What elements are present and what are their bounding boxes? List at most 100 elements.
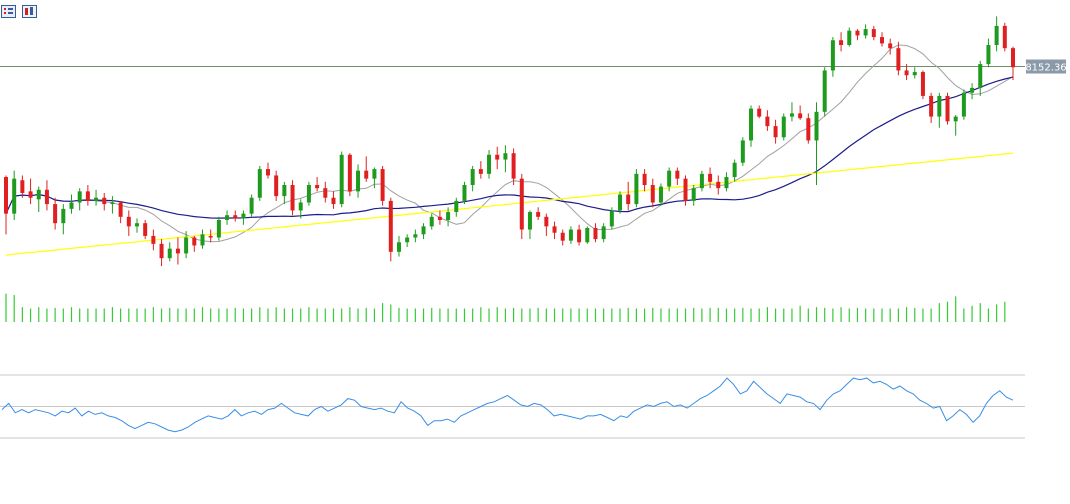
price-panel: 8152.36	[0, 16, 1067, 267]
candle	[134, 218, 139, 233]
candlestick-list-icon[interactable]	[1, 5, 16, 18]
candle-body	[487, 154, 492, 174]
candle	[863, 24, 868, 39]
candle	[699, 170, 704, 192]
candle-body	[536, 212, 541, 217]
candle-body	[544, 216, 549, 227]
candle-body	[601, 226, 606, 240]
candle-body	[323, 188, 328, 198]
candle	[241, 210, 246, 225]
candle-body	[560, 232, 565, 241]
candle	[429, 213, 434, 230]
candle	[446, 207, 451, 227]
candle-body	[650, 185, 655, 203]
candle-body	[298, 202, 303, 211]
candle-body	[888, 43, 893, 49]
candle-body	[830, 40, 835, 71]
candle	[216, 216, 221, 241]
candle-body	[388, 200, 393, 252]
candle-body	[929, 95, 934, 117]
candle	[839, 32, 844, 52]
candle	[257, 165, 262, 201]
candle-body	[306, 185, 311, 203]
candle-body	[855, 30, 860, 36]
volume-panel	[5, 293, 1006, 322]
candle-body	[503, 153, 508, 160]
candle	[339, 151, 344, 208]
candle-body	[28, 191, 33, 198]
candle	[626, 181, 631, 211]
candle-body	[69, 202, 74, 209]
candle-body	[880, 37, 885, 44]
candle-body	[691, 188, 696, 201]
candle-body	[12, 178, 17, 214]
candle	[36, 186, 41, 213]
chart-settings-icon[interactable]	[22, 5, 37, 18]
candle-body	[274, 175, 279, 197]
candle-body	[331, 197, 336, 205]
candle	[929, 92, 934, 123]
candle	[1011, 46, 1015, 80]
candle-body	[667, 170, 672, 187]
candle	[650, 178, 655, 208]
candle	[519, 173, 524, 240]
candle	[225, 210, 230, 225]
candle-body	[405, 237, 410, 243]
candle	[470, 165, 475, 192]
candle	[69, 194, 74, 214]
candle-body	[208, 235, 213, 238]
candle-body	[716, 181, 721, 189]
candle-body	[184, 237, 189, 254]
candle	[12, 170, 17, 220]
candle	[601, 223, 606, 243]
candle-body	[568, 229, 573, 241]
candle-body	[937, 95, 942, 117]
candle	[143, 220, 148, 240]
candle	[126, 210, 131, 236]
candle	[986, 38, 991, 68]
candle-body	[265, 169, 270, 176]
candle-body	[618, 194, 623, 211]
candle-body	[675, 170, 680, 179]
candle-body	[658, 186, 663, 203]
candle	[822, 67, 827, 117]
candle-body	[356, 170, 361, 192]
candle	[683, 175, 688, 206]
candle-body	[732, 162, 737, 178]
candle-body	[454, 200, 459, 213]
candle-body	[904, 70, 909, 76]
candle-body	[102, 197, 107, 205]
candle-body	[478, 169, 483, 174]
candle-body	[4, 177, 8, 214]
candle	[495, 146, 500, 170]
candle-body	[61, 208, 66, 224]
candle	[937, 92, 942, 128]
candle-body	[249, 197, 254, 214]
candle-body	[159, 243, 164, 259]
candle	[634, 169, 639, 208]
moving-average-3	[5, 152, 1014, 256]
candle-body	[143, 223, 148, 236]
candle	[781, 113, 786, 141]
candle	[437, 210, 442, 225]
candle	[118, 200, 123, 224]
candle	[789, 102, 794, 122]
candle	[871, 25, 876, 41]
candle-body	[462, 185, 467, 201]
candle	[151, 229, 156, 251]
candle-body	[609, 210, 614, 227]
candle	[380, 165, 385, 206]
candle-body	[421, 226, 426, 235]
candle	[847, 27, 852, 47]
candle	[331, 191, 336, 209]
candle	[609, 207, 614, 230]
candle	[282, 181, 287, 205]
candle	[527, 210, 532, 240]
candle-body	[134, 223, 139, 227]
candle-body	[192, 237, 197, 246]
candle	[290, 180, 295, 216]
candle	[585, 226, 590, 244]
candle	[405, 234, 410, 248]
candle	[462, 181, 467, 205]
candle	[249, 194, 254, 217]
